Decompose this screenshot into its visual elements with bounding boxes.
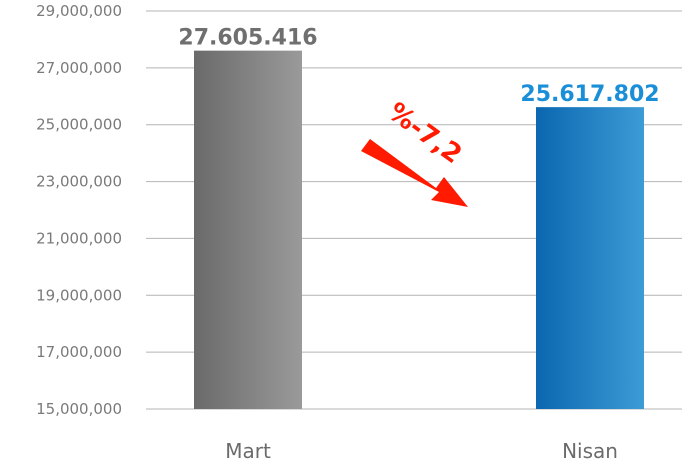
y-tick-label: 19,000,000: [36, 286, 122, 304]
category-label-nisan: Nisan: [562, 439, 618, 463]
change-annotation: %-7,2: [361, 97, 468, 207]
y-tick-label: 27,000,000: [36, 59, 122, 77]
bars: [194, 50, 644, 410]
y-tick-label: 23,000,000: [36, 173, 122, 191]
y-tick-label: 21,000,000: [36, 229, 122, 247]
y-tick-label: 29,000,000: [36, 2, 122, 20]
trend-arrow-icon: [361, 139, 468, 207]
y-tick-label: 15,000,000: [36, 400, 122, 418]
data-labels: 27.605.416 25.617.802: [178, 26, 659, 108]
bar-nisan: [536, 107, 644, 409]
data-label-mart: 27.605.416: [178, 26, 317, 51]
y-tick-label: 25,000,000: [36, 116, 122, 134]
bar-mart: [194, 50, 302, 410]
category-label-mart: Mart: [225, 439, 271, 463]
y-axis-tick-labels: 15,000,000 17,000,000 19,000,000 21,000,000…: [36, 2, 122, 418]
x-axis-category-labels: Mart Nisan: [225, 439, 618, 463]
data-label-nisan: 25.617.802: [520, 82, 659, 107]
y-tick-label: 17,000,000: [36, 343, 122, 361]
